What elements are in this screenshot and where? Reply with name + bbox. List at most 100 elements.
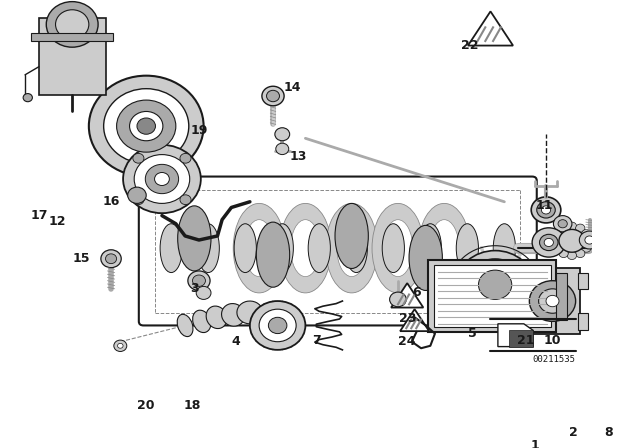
Polygon shape [468,11,513,46]
Circle shape [553,229,562,237]
Circle shape [154,172,170,185]
Circle shape [532,228,566,257]
FancyBboxPatch shape [139,177,537,325]
Circle shape [266,90,280,102]
Circle shape [275,128,290,141]
Ellipse shape [193,310,211,332]
Bar [579,272,588,289]
Text: 7: 7 [312,334,321,347]
Circle shape [129,112,163,141]
Circle shape [575,250,585,258]
Circle shape [582,229,591,237]
Text: 12: 12 [49,215,66,228]
Text: 14: 14 [284,82,301,95]
Text: 3: 3 [190,282,198,295]
Ellipse shape [206,306,227,328]
Circle shape [104,89,189,164]
Circle shape [584,237,593,245]
Ellipse shape [237,301,263,324]
Text: 18: 18 [184,399,201,412]
Circle shape [89,76,204,177]
Ellipse shape [257,222,290,287]
Ellipse shape [233,203,285,293]
Circle shape [540,234,558,250]
Ellipse shape [280,203,332,293]
Circle shape [188,271,210,290]
Text: 8: 8 [605,426,613,439]
Circle shape [465,259,525,311]
Bar [579,313,588,330]
Ellipse shape [493,224,515,272]
Circle shape [23,94,33,102]
Circle shape [116,100,176,152]
Circle shape [145,164,179,194]
Circle shape [544,238,554,246]
Ellipse shape [308,224,330,272]
Bar [517,272,527,289]
Ellipse shape [382,224,404,272]
Polygon shape [400,309,429,331]
Circle shape [123,145,201,213]
Circle shape [137,118,156,134]
Circle shape [56,10,89,39]
Ellipse shape [160,224,182,272]
Bar [525,268,580,334]
Text: 17: 17 [30,209,47,222]
Circle shape [134,155,189,203]
Ellipse shape [271,224,293,272]
Text: 13: 13 [289,150,307,163]
Circle shape [553,244,562,252]
Circle shape [114,340,127,352]
Ellipse shape [429,220,459,276]
Polygon shape [391,283,423,307]
Circle shape [268,317,287,334]
Circle shape [550,237,560,245]
Text: 23: 23 [399,312,416,325]
Circle shape [262,86,284,106]
Ellipse shape [409,225,442,290]
Circle shape [539,289,566,313]
Ellipse shape [372,203,424,293]
Circle shape [193,275,205,286]
Circle shape [582,244,591,252]
Circle shape [180,195,191,205]
Text: 15: 15 [73,252,90,265]
Ellipse shape [383,220,413,276]
Bar [31,33,113,41]
Circle shape [250,301,305,350]
Text: 5: 5 [468,327,476,340]
Circle shape [567,251,577,259]
Ellipse shape [177,314,193,336]
Circle shape [101,250,121,267]
Ellipse shape [419,224,442,272]
Circle shape [196,286,211,299]
Circle shape [558,220,567,228]
Circle shape [559,229,585,252]
Ellipse shape [419,203,470,293]
Text: 00211535: 00211535 [532,355,575,364]
Bar [556,272,567,320]
Text: 11: 11 [536,198,553,211]
Circle shape [276,143,289,155]
Bar [434,265,550,327]
Text: 20: 20 [138,399,155,412]
Ellipse shape [335,203,369,268]
Text: 21: 21 [517,334,534,347]
Text: 6: 6 [412,286,420,299]
Circle shape [128,187,146,203]
Circle shape [529,281,575,321]
Circle shape [575,224,585,232]
Text: 1: 1 [531,439,540,448]
Circle shape [537,202,556,218]
Circle shape [567,222,577,230]
Circle shape [559,250,568,258]
Bar [39,18,106,95]
Polygon shape [509,330,533,347]
Text: 24: 24 [399,335,416,348]
Circle shape [390,292,406,307]
Circle shape [456,250,534,319]
Text: 10: 10 [544,334,561,347]
Ellipse shape [234,224,257,272]
Circle shape [259,309,296,342]
Text: 22: 22 [461,39,479,52]
